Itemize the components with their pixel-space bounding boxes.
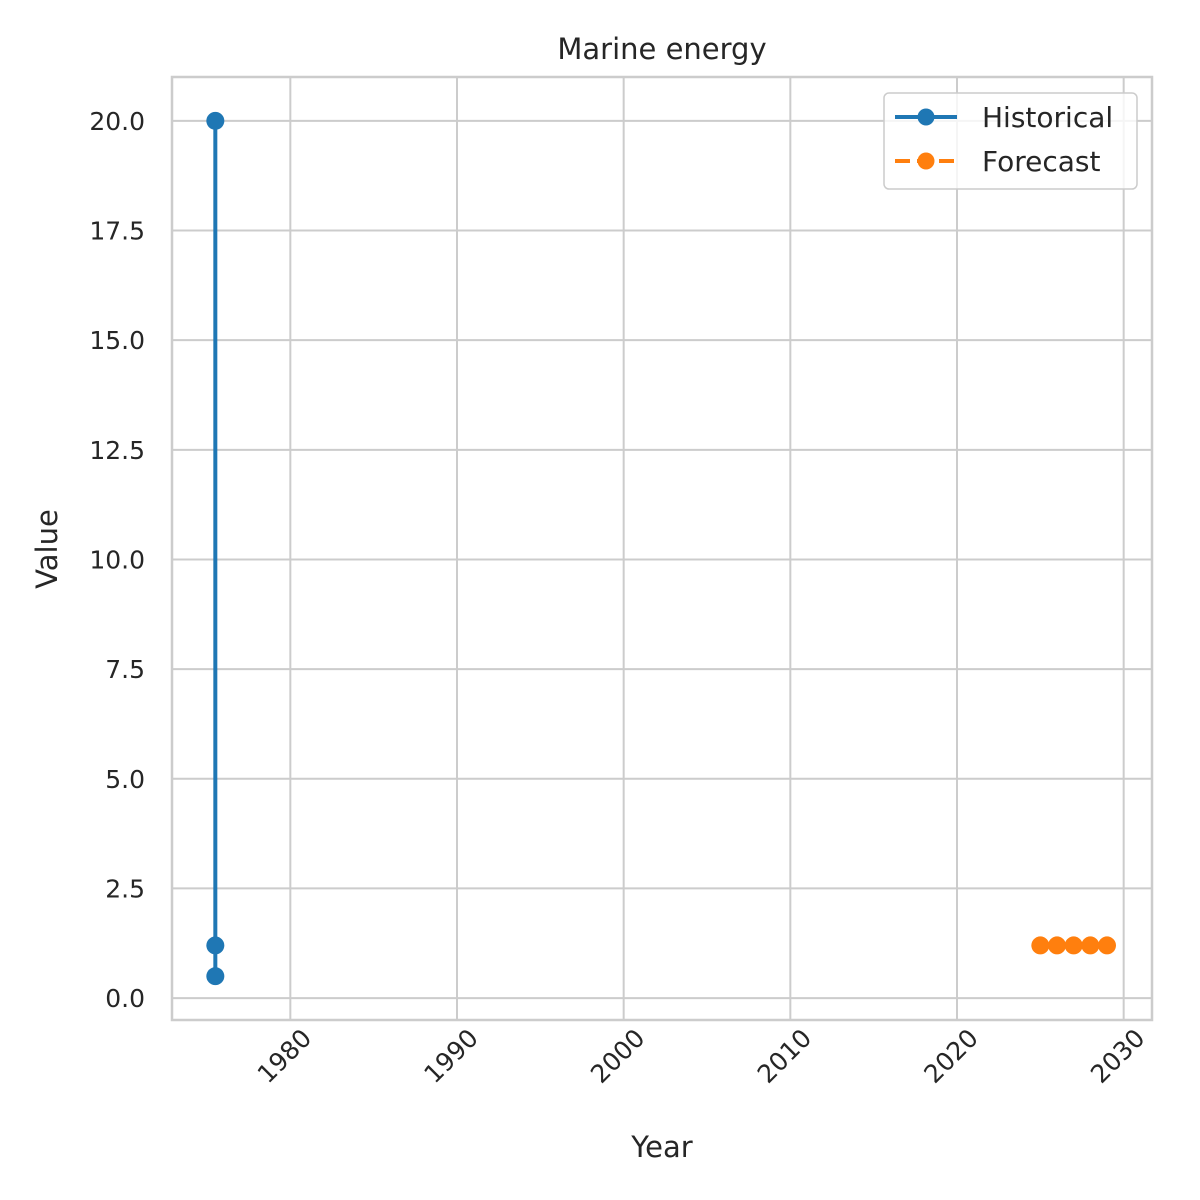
y-tick-label: 15.0: [89, 326, 145, 355]
series-historical: [206, 111, 225, 986]
legend-historical-marker-icon: [917, 108, 935, 126]
y-tick-label: 12.5: [89, 436, 145, 465]
series-forecast-point: [1031, 936, 1050, 955]
series-layer: [206, 111, 1116, 986]
legend-forecast-label: Forecast: [982, 145, 1101, 178]
series-forecast-point: [1098, 936, 1116, 955]
y-tick-label: 2.5: [105, 874, 145, 903]
plot-frame: [170, 75, 1154, 1022]
legend-historical-label: Historical: [982, 101, 1113, 134]
x-axis-label: Year: [630, 1130, 692, 1164]
y-axis-label: Value: [30, 509, 64, 589]
series-forecast-point: [1064, 936, 1083, 955]
legend-entry-forecast: Forecast: [895, 145, 1101, 178]
plot-area: [172, 77, 1152, 1020]
series-historical-point: [206, 936, 225, 955]
grid-lines: [172, 77, 1152, 1020]
chart-title: Marine energy: [557, 32, 766, 66]
series-historical-point: [206, 111, 225, 130]
y-tick-label: 20.0: [89, 107, 145, 136]
series-forecast-point: [1081, 936, 1100, 955]
y-tick-label: 10.0: [89, 545, 145, 574]
legend-entry-historical: Historical: [895, 101, 1113, 134]
y-tick-labels: 0.0 2.5 5.0 7.5 10.0 12.5 15.0 17.5 20.0: [89, 107, 145, 1013]
legend-forecast-marker-icon: [917, 152, 935, 170]
y-tick-label: 7.5: [105, 655, 145, 684]
y-tick-label: 17.5: [89, 217, 145, 246]
legend: Historical Forecast: [883, 92, 1138, 190]
series-historical-point: [206, 967, 225, 986]
series-forecast-point: [1048, 936, 1066, 955]
series-forecast: [1031, 936, 1116, 955]
y-tick-label: 5.0: [105, 765, 145, 794]
y-tick-label: 0.0: [105, 984, 145, 1013]
